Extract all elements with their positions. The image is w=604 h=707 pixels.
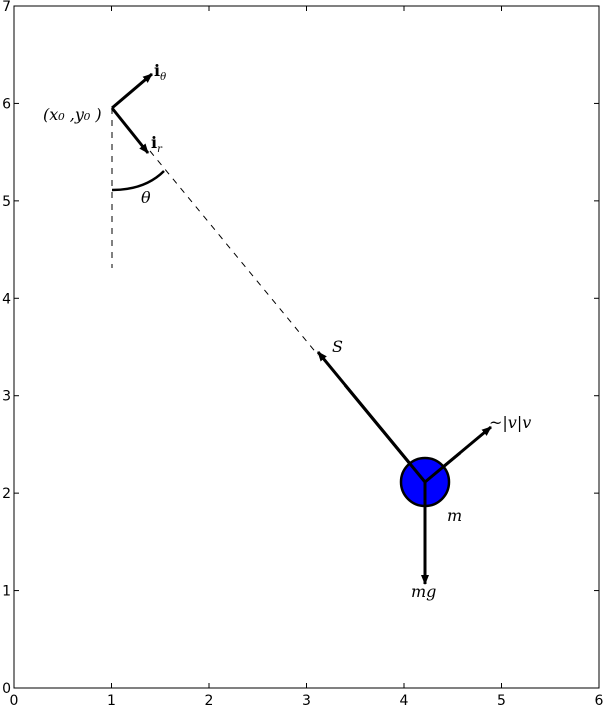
theta-label: θ	[141, 188, 151, 207]
y-tick-label: 5	[2, 194, 11, 210]
x-tick-label: 5	[497, 693, 506, 707]
drag-label: ~|v|v	[489, 413, 531, 432]
y-tick-label: 1	[2, 584, 11, 600]
i-r-label: ir	[151, 133, 163, 155]
y-tick-label: 6	[2, 96, 11, 112]
y-tick-label: 3	[2, 389, 11, 405]
y-tick-label: 4	[2, 291, 11, 307]
i-theta-arrow	[111, 72, 153, 110]
x-tick-label: 2	[205, 693, 214, 707]
x-tick-label: 0	[10, 693, 19, 707]
x-tick-label: 3	[302, 693, 311, 707]
y-tick-label: 2	[2, 486, 11, 502]
pivot-label: (x₀ ,y₀ )	[43, 105, 102, 124]
plot-frame	[13, 5, 600, 689]
tension-overlay	[343, 384, 427, 483]
x-tick-label: 4	[400, 693, 409, 707]
y-tick-label: 7	[2, 0, 11, 15]
mass-label: m	[447, 506, 462, 525]
x-tick-label: 1	[107, 693, 116, 707]
y-tick-label: 0	[2, 681, 11, 697]
theta-arc	[111, 170, 165, 192]
gravity-label: mg	[411, 582, 436, 601]
drag-overlay	[424, 451, 461, 484]
tension-label: S	[332, 337, 343, 356]
i-theta-label: iθ	[154, 61, 166, 83]
i-r-arrow	[110, 107, 150, 154]
x-tick-label: 6	[595, 693, 604, 707]
string-dashed-line	[149, 150, 319, 356]
